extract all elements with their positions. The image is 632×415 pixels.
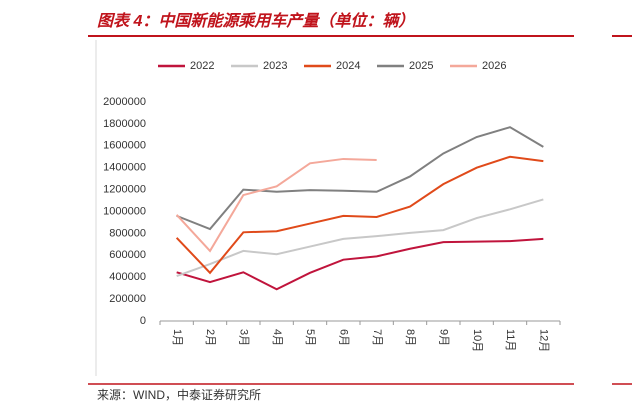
legend-label: 2023 [263, 60, 287, 72]
legend-label: 2022 [190, 60, 214, 72]
y-tick-label: 400000 [109, 271, 146, 283]
x-tick-label: 10月 [471, 329, 483, 352]
legend-label: 2025 [409, 60, 433, 72]
x-tick-label: 1月 [171, 329, 183, 346]
y-tick-label: 200000 [109, 293, 146, 305]
series-line [176, 126, 544, 231]
y-tick-label: 0 [140, 315, 146, 327]
x-tick-label: 3月 [237, 329, 249, 346]
x-tick-label: 4月 [271, 329, 283, 346]
y-tick-label: 800000 [109, 227, 146, 239]
series-line [176, 237, 544, 291]
x-tick-label: 5月 [304, 329, 316, 346]
x-tick-label: 8月 [404, 329, 416, 346]
y-tick-label: 1800000 [103, 118, 146, 130]
series-line [175, 155, 544, 275]
chart-title: 图表 4：中国新能源乘用车产量（单位：辆） [97, 11, 414, 30]
y-tick-label: 600000 [109, 249, 146, 261]
series-line [175, 157, 377, 253]
legend-label: 2026 [482, 60, 506, 72]
y-tick-label: 2000000 [103, 96, 146, 108]
y-tick-label: 1400000 [103, 162, 146, 174]
x-tick-label: 6月 [337, 329, 349, 346]
x-tick-label: 9月 [437, 329, 449, 346]
x-tick-label: 11月 [504, 329, 516, 351]
source: 来源：WIND，中泰证券研究所 [97, 387, 261, 402]
legend-label: 2024 [336, 60, 360, 72]
y-tick-label: 1200000 [103, 184, 146, 196]
x-tick-label: 7月 [371, 329, 383, 346]
x-tick-label: 2月 [204, 329, 216, 346]
y-tick-label: 1000000 [103, 205, 146, 217]
y-tick-label: 1600000 [103, 140, 146, 152]
x-tick-label: 12月 [537, 329, 549, 352]
series-line [176, 198, 544, 278]
